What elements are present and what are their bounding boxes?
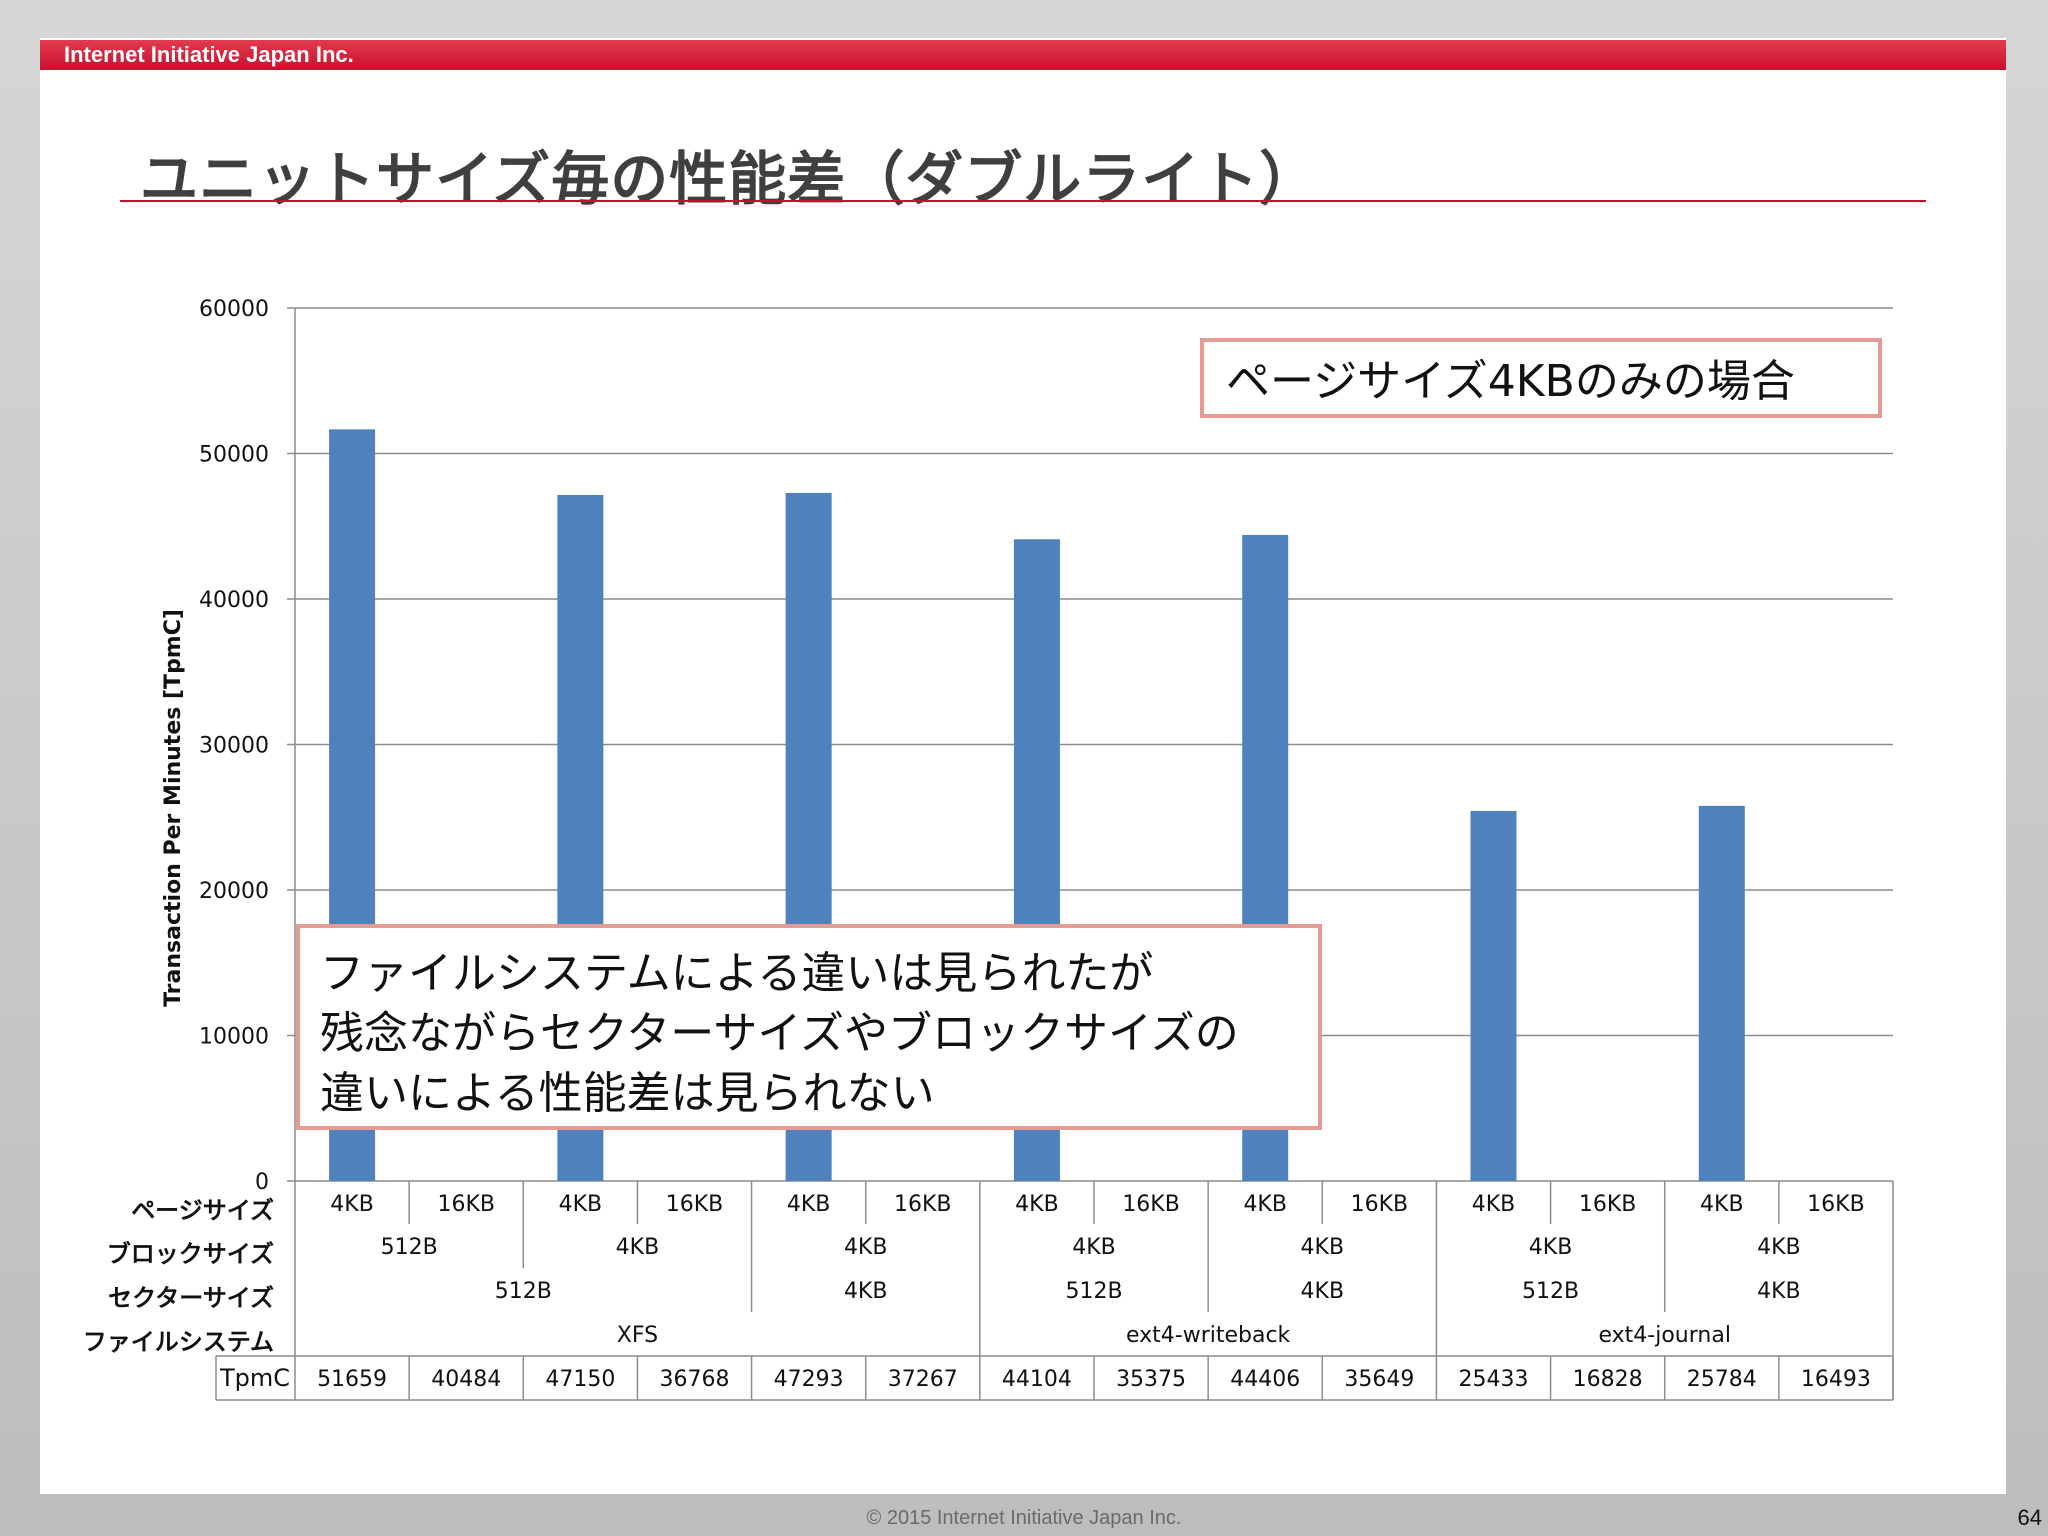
filesystem-cell: ext4-journal [1598, 1323, 1730, 1348]
tpmc-cell: 16828 [1573, 1367, 1643, 1392]
y-tick-label: 30000 [199, 734, 269, 759]
tpmc-cell: 44104 [1002, 1367, 1072, 1392]
sector-size-cell: 512B [1065, 1279, 1122, 1304]
callout-line: 残念ながらセクターサイズやブロックサイズの [320, 1008, 1239, 1059]
block-size-cell: 4KB [844, 1235, 888, 1260]
sector-size-cell: 4KB [1301, 1279, 1345, 1304]
company-bar [40, 40, 2006, 70]
y-tick-label: 0 [255, 1170, 269, 1195]
page-size-cell: 16KB [666, 1192, 724, 1217]
page-size-cell: 16KB [1579, 1192, 1637, 1217]
tpmc-cell: 35649 [1344, 1367, 1414, 1392]
tpmc-cell: 25784 [1687, 1367, 1757, 1392]
tpmc-cell: 25433 [1459, 1367, 1529, 1392]
page-size-cell: 4KB [330, 1192, 374, 1217]
page-size-cell: 4KB [1243, 1192, 1287, 1217]
page-size-cell: 16KB [1807, 1192, 1865, 1217]
y-axis-ticks: 0 10000 20000 30000 40000 50000 60000 [199, 297, 269, 1195]
block-size-cell: 512B [381, 1235, 438, 1260]
y-tick-label: 50000 [199, 443, 269, 468]
page-size-cell: 4KB [559, 1192, 603, 1217]
callout-conclusion: ファイルシステムによる違いは見られたが 残念ながらセクターサイズやブロックサイズ… [296, 924, 1322, 1130]
filesystem-cell: XFS [617, 1323, 658, 1348]
table-row-label: TpmC [219, 1364, 290, 1392]
page-size-cell: 16KB [894, 1192, 952, 1217]
callout-page-size-note: ページサイズ4KBのみの場合 [1200, 338, 1882, 418]
sector-size-cell: 4KB [1757, 1279, 1801, 1304]
page-size-cell: 4KB [1472, 1192, 1516, 1217]
footer-copyright: © 2015 Internet Initiative Japan Inc. [866, 1507, 1182, 1529]
tpmc-cell: 37267 [888, 1367, 958, 1392]
page-size-cell: 16KB [1122, 1192, 1180, 1217]
tpmc-cell: 44406 [1230, 1367, 1300, 1392]
table-row-label: ファイルシステム [83, 1328, 274, 1356]
callout-line: 違いによる性能差は見られない [320, 1068, 935, 1119]
sector-size-cell: 512B [495, 1279, 552, 1304]
page-number: 64 [2017, 1505, 2042, 1530]
tpmc-cell: 16493 [1801, 1367, 1871, 1392]
tpmc-cell: 35375 [1116, 1367, 1186, 1392]
company-name: Internet Initiative Japan Inc. [64, 42, 354, 67]
table-row-label: ブロックサイズ [107, 1240, 274, 1268]
page-size-cell: 4KB [787, 1192, 831, 1217]
page-size-cell: 16KB [1351, 1192, 1409, 1217]
tpmc-cell: 47150 [545, 1367, 615, 1392]
tpmc-cell: 47293 [774, 1367, 844, 1392]
y-tick-label: 20000 [199, 879, 269, 904]
block-size-cell: 4KB [1072, 1235, 1116, 1260]
y-axis-label: Transaction Per Minutes [TpmC] [161, 609, 186, 1007]
callout-page-size-text: ページサイズ4KBのみの場合 [1226, 356, 1795, 407]
page-size-cell: 4KB [1700, 1192, 1744, 1217]
block-size-cell: 4KB [1529, 1235, 1573, 1260]
tpmc-cell: 51659 [317, 1367, 387, 1392]
block-size-cell: 4KB [616, 1235, 660, 1260]
y-tick-label: 60000 [199, 297, 269, 322]
callout-line: ファイルシステムによる違いは見られたが [320, 948, 1154, 999]
bar [1698, 805, 1745, 1181]
title-underline [120, 200, 1926, 202]
y-tick-label: 40000 [199, 588, 269, 613]
page-size-cell: 4KB [1015, 1192, 1059, 1217]
block-size-cell: 4KB [1757, 1235, 1801, 1260]
sector-size-cell: 4KB [844, 1279, 888, 1304]
bar [1470, 810, 1517, 1181]
tpmc-cell: 36768 [660, 1367, 730, 1392]
block-size-cell: 4KB [1301, 1235, 1345, 1260]
page-size-cell: 16KB [437, 1192, 495, 1217]
y-tick-label: 10000 [199, 1025, 269, 1050]
table-row-label: ページサイズ [131, 1197, 274, 1225]
table-row-label: セクターサイズ [108, 1284, 274, 1312]
sector-size-cell: 512B [1522, 1279, 1579, 1304]
tpmc-cell: 40484 [431, 1367, 501, 1392]
filesystem-cell: ext4-writeback [1126, 1323, 1291, 1348]
